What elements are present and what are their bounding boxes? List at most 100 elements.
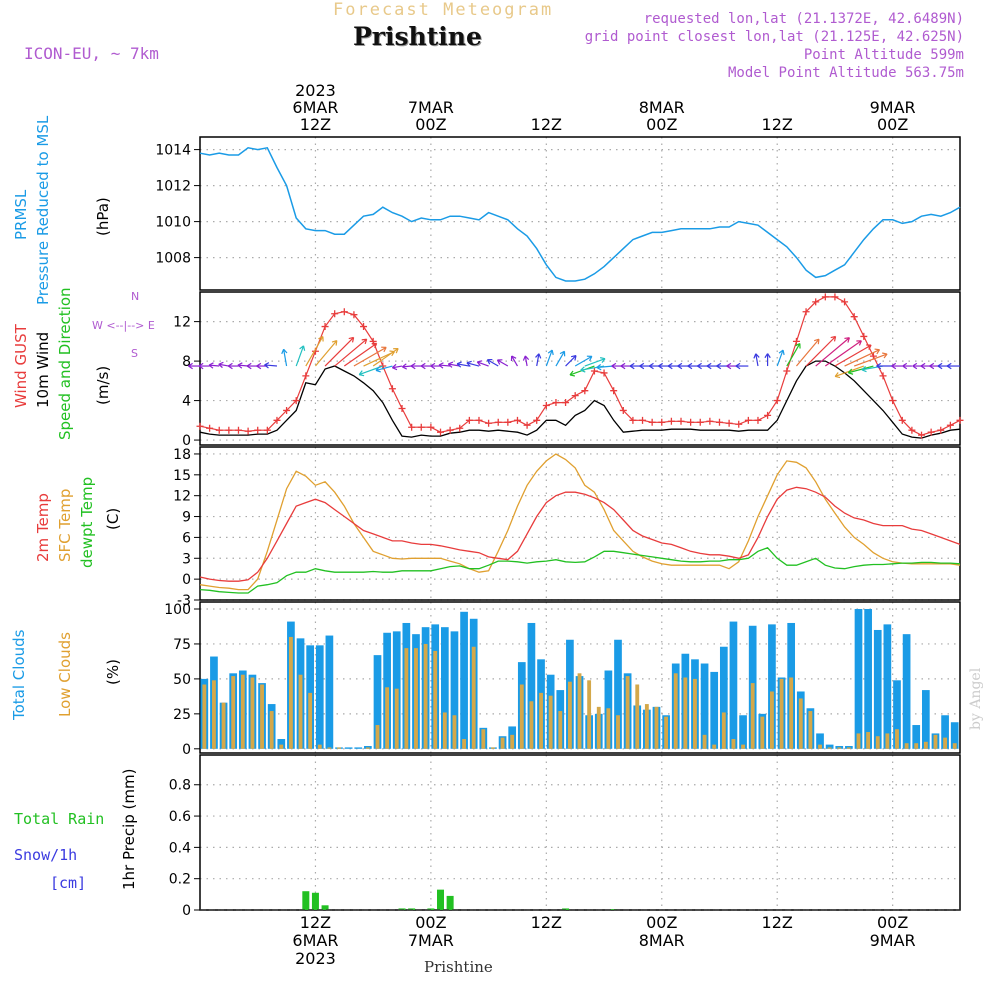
- y-tick-label: 0: [182, 742, 191, 758]
- total-cloud-bar: [941, 715, 949, 749]
- low-cloud-bar: [337, 747, 341, 749]
- compass-we: W <--|--> E: [92, 319, 155, 332]
- total-cloud-bar: [950, 722, 959, 749]
- wind-arrow-shaft: [324, 337, 355, 367]
- wind-arrow-shaft: [776, 349, 784, 367]
- wind-arrow-head: [559, 350, 566, 357]
- bottom-time-label: 12Z: [300, 913, 331, 932]
- wind-arrow-shaft: [305, 336, 324, 367]
- wind-arrow-shaft: [448, 363, 460, 367]
- wind-arrow-head: [580, 366, 586, 373]
- panel-frame: [199, 601, 961, 754]
- gust-marker: [283, 406, 291, 414]
- low-cloud-bar: [827, 747, 832, 749]
- wind-arrow-shaft: [343, 342, 378, 367]
- wind-arrow-head: [569, 370, 576, 377]
- gust-marker: [542, 402, 550, 410]
- wind-arrow: [486, 358, 499, 367]
- gust-marker: [677, 417, 685, 425]
- low-cloud-bar: [683, 677, 688, 749]
- wind-arrow: [264, 362, 278, 369]
- wind-arrow-head: [778, 349, 785, 356]
- low-cloud-bar: [818, 744, 822, 749]
- wind-arrow-shaft: [545, 349, 553, 367]
- wind-arrow-shaft: [853, 353, 888, 367]
- wind-arrow: [334, 338, 368, 367]
- total-cloud-bar: [854, 608, 863, 749]
- low-cloud-bar: [846, 747, 851, 749]
- wind-arrow-head: [946, 362, 952, 370]
- total-cloud-bar: [902, 634, 911, 749]
- gust-marker: [456, 424, 464, 432]
- wind-arrow: [353, 346, 387, 367]
- wind-arrow-head: [522, 355, 530, 361]
- gust-marker: [504, 418, 512, 426]
- wind-arrow-shaft: [536, 353, 540, 367]
- meteogram-subtitle: Forecast Meteogram: [333, 0, 554, 20]
- wind-arrow: [295, 345, 306, 367]
- wind-arrow-head: [687, 362, 693, 370]
- wind-arrow-shaft: [295, 345, 305, 367]
- wind-arrow-shaft: [824, 340, 862, 367]
- y-tick-label: 1014: [155, 143, 191, 159]
- wind-arrow-head: [281, 348, 288, 355]
- y-tick-label: 6: [182, 530, 191, 546]
- top-time-label: 9MAR: [870, 98, 916, 117]
- gust-marker: [360, 323, 368, 331]
- low-cloud-bar: [596, 706, 601, 749]
- low-cloud-bar: [741, 744, 745, 749]
- bottom-time-label: 00Z: [646, 913, 677, 932]
- wind-arrow: [466, 360, 480, 367]
- low-cloud-bar: [750, 683, 755, 749]
- bottom-time-label: 8MAR: [639, 931, 685, 950]
- wind-arrow-head: [856, 340, 862, 346]
- wind-arrow-head: [331, 340, 338, 346]
- sfc-temp-line: [199, 453, 961, 591]
- total-cloud-bar: [893, 680, 901, 749]
- gust-marker: [802, 308, 810, 316]
- y-tick-label: 12: [173, 315, 191, 331]
- total-cloud-bar: [354, 747, 363, 749]
- gust-marker: [292, 397, 300, 405]
- low-cloud-bar: [798, 698, 803, 749]
- wind-arrow-shaft: [848, 365, 874, 374]
- gust-marker: [792, 337, 800, 345]
- wind-arrow-head: [447, 361, 454, 368]
- gust-marker: [821, 293, 829, 301]
- low-cloud-bar: [606, 708, 611, 749]
- total-cloud-bar: [729, 621, 738, 749]
- y-tick-label: 0: [182, 903, 191, 919]
- wind-arrow-shaft: [487, 359, 499, 367]
- low-cloud-bar: [385, 687, 390, 749]
- rain-bar: [408, 908, 416, 910]
- gust-marker: [706, 417, 714, 425]
- wind-arrow-head: [874, 348, 881, 355]
- rain-bar: [562, 908, 570, 910]
- y-tick-label: 0.8: [169, 778, 191, 794]
- bottom-time-label: 9MAR: [870, 931, 916, 950]
- wind-arrow-head: [706, 362, 712, 370]
- gust-marker: [533, 416, 541, 424]
- wind-arrow: [735, 362, 749, 370]
- rain-bar: [302, 891, 310, 910]
- wind-arrow: [891, 362, 903, 370]
- snow-unit: [cm]: [50, 874, 87, 892]
- wind-arrow-shaft: [861, 365, 884, 371]
- low-cloud-bar: [616, 715, 620, 749]
- wind-arrow: [430, 362, 441, 370]
- rain-legend: Total Rain: [14, 810, 105, 828]
- wind-arrow: [920, 362, 932, 370]
- panel-frame: [199, 136, 961, 291]
- gust-marker: [552, 399, 560, 407]
- wind-arrow-head: [920, 362, 926, 370]
- wind-arrow: [776, 349, 785, 367]
- gust-marker: [658, 418, 666, 426]
- wind-arrow: [555, 350, 566, 367]
- wind-arrow-head: [716, 362, 722, 370]
- wind-arrow: [410, 362, 422, 370]
- gust-marker: [619, 406, 627, 414]
- wind-arrow: [824, 340, 862, 367]
- low-cloud-bar: [808, 711, 813, 749]
- gust-marker: [812, 298, 820, 306]
- gust-marker: [667, 417, 675, 425]
